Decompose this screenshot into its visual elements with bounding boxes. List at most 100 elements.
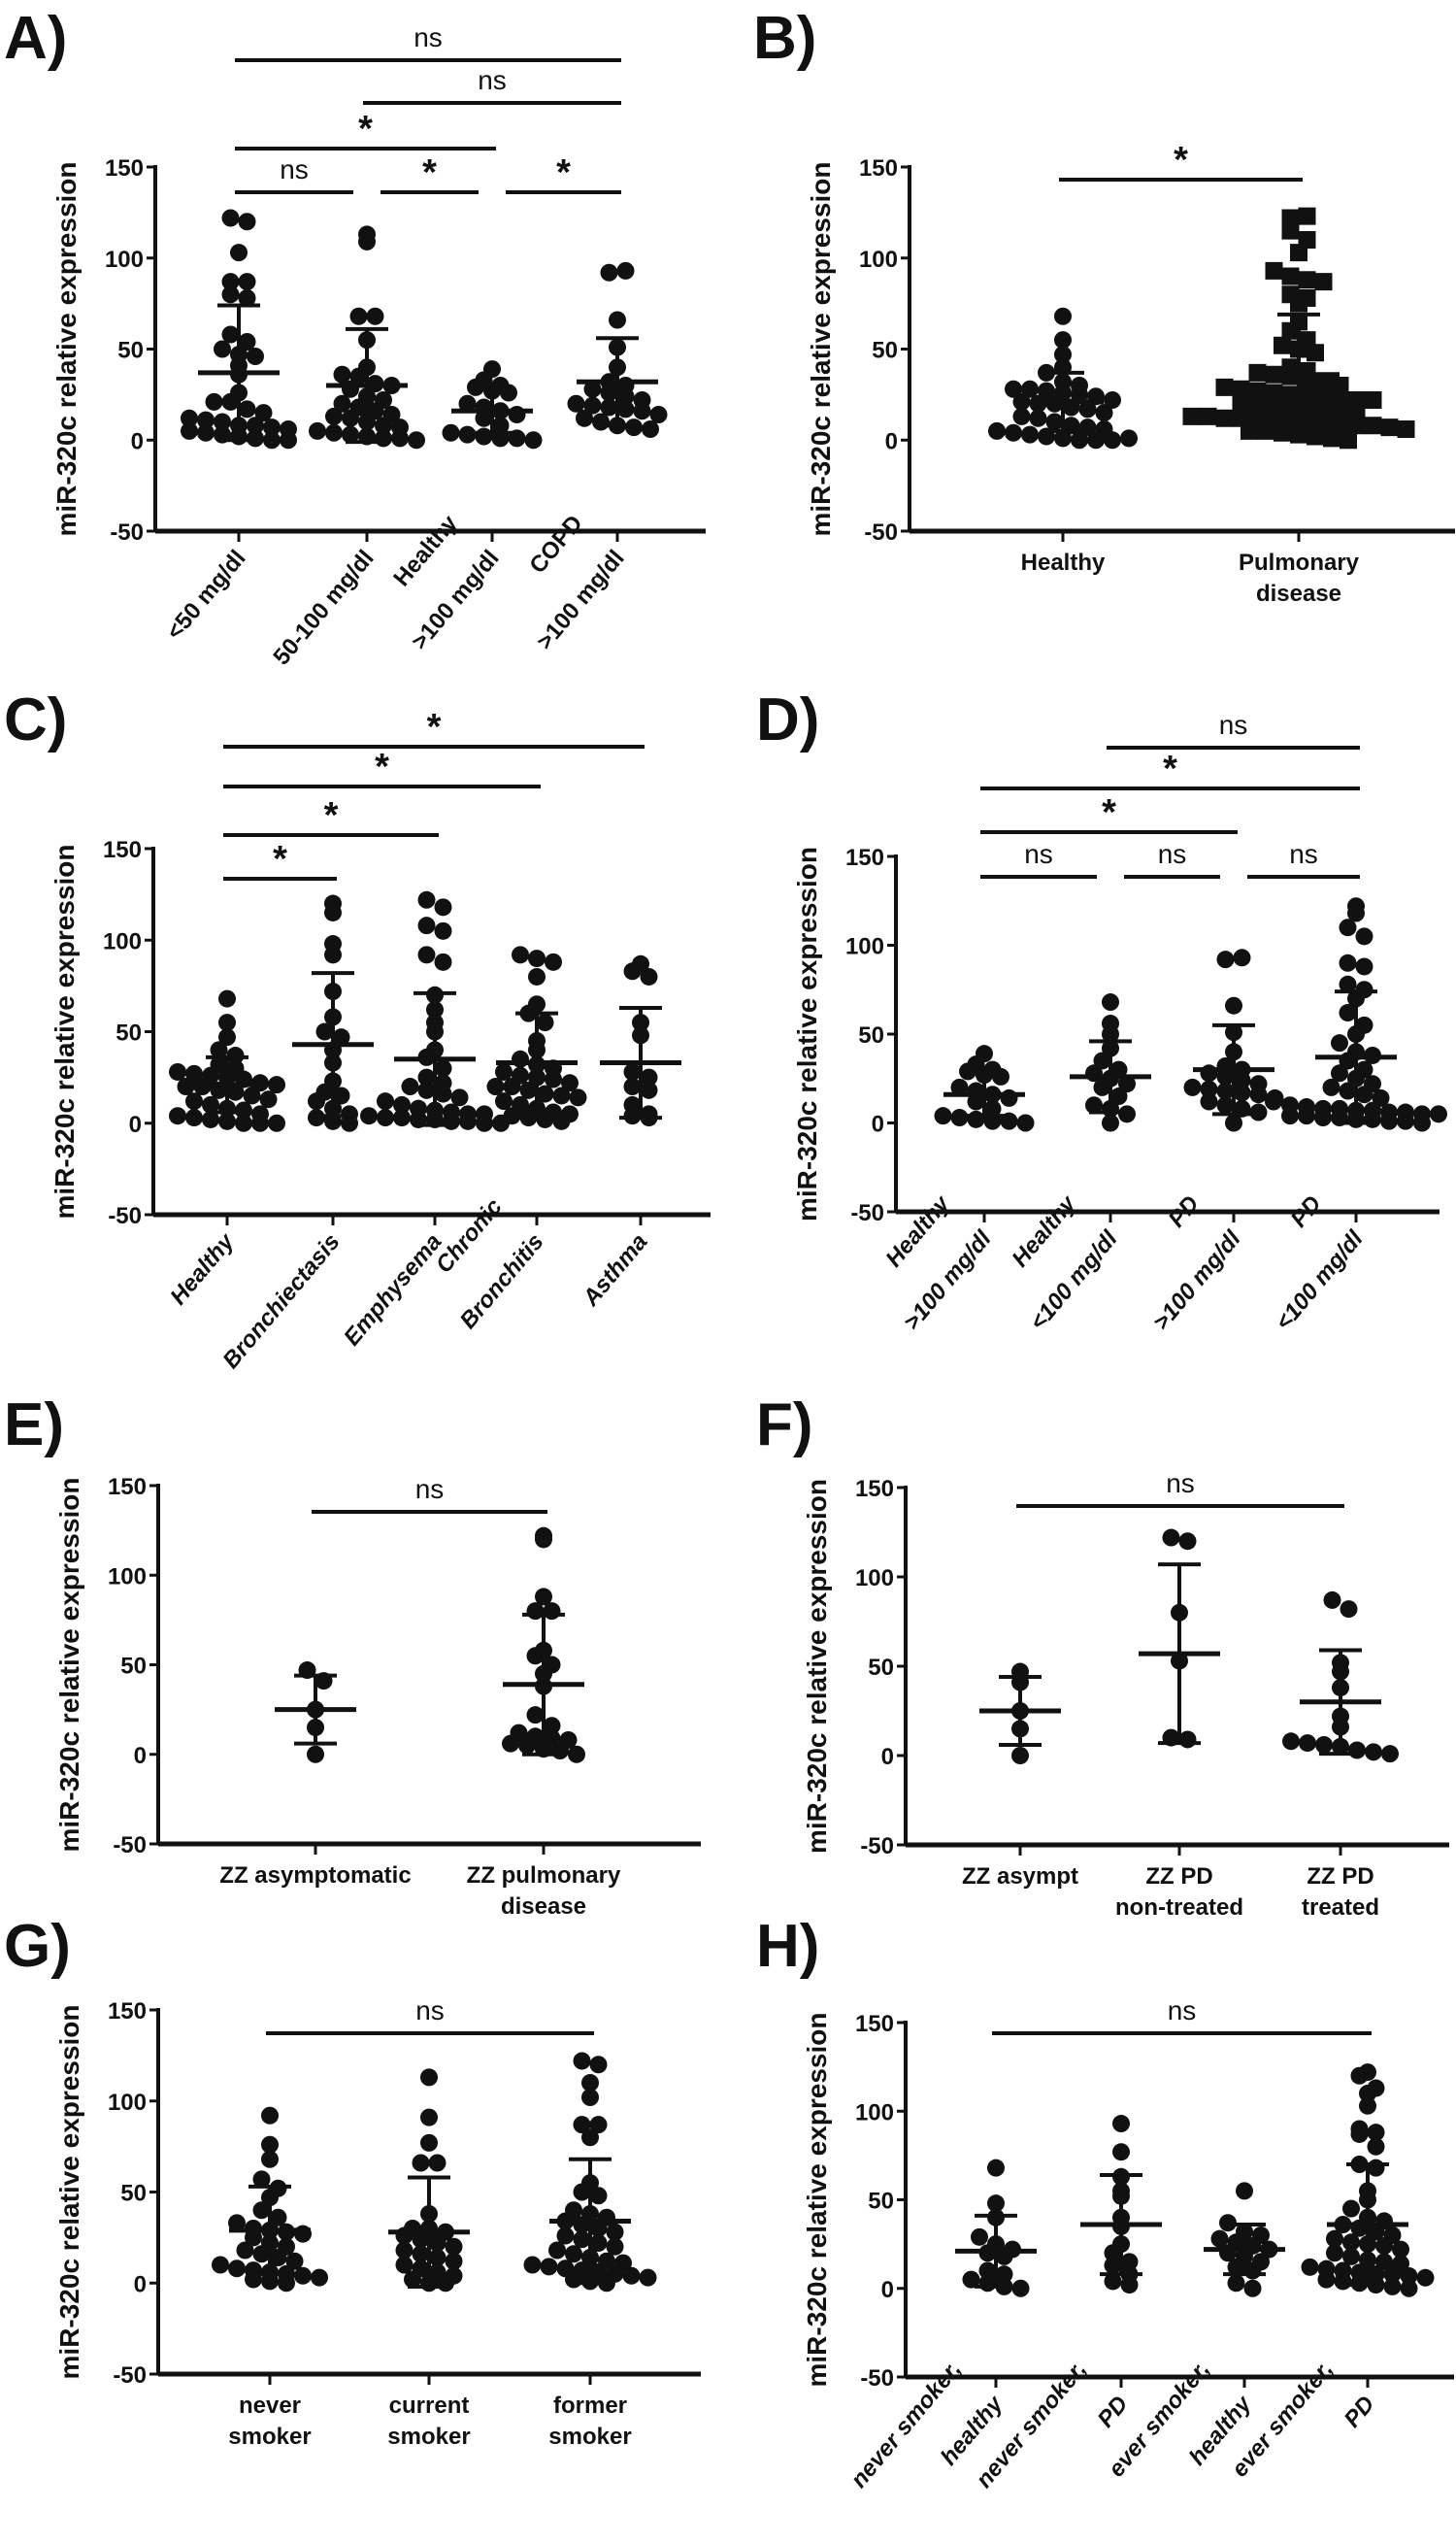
y-tick-label: 150	[855, 1476, 894, 1502]
significance-label: ns	[414, 22, 443, 52]
data-point	[1216, 1067, 1235, 1086]
data-point	[567, 394, 585, 413]
data-point	[589, 2234, 608, 2252]
panel-label: C)	[4, 686, 67, 753]
y-axis-title: miR-320c relative expression	[802, 1479, 832, 1854]
data-point	[261, 2106, 279, 2125]
data-point	[1400, 2279, 1418, 2297]
data-point	[526, 1602, 545, 1621]
data-point	[581, 2074, 599, 2092]
data-point	[1248, 394, 1267, 413]
x-tick-label: Pulmonary disease	[1239, 550, 1360, 607]
data-point	[434, 1085, 452, 1103]
data-point	[261, 2135, 279, 2154]
data-point	[434, 921, 452, 940]
data-point	[1339, 1082, 1357, 1100]
data-point	[212, 2256, 229, 2274]
data-point	[1367, 2137, 1385, 2156]
data-point	[1347, 391, 1366, 409]
data-point	[1200, 1092, 1218, 1111]
data-point	[268, 1076, 285, 1094]
y-tick-label: 150	[859, 155, 898, 182]
data-point	[1249, 1086, 1268, 1104]
data-point	[475, 427, 493, 446]
data-point	[1342, 2199, 1360, 2218]
data-point	[545, 1070, 562, 1088]
data-point	[1215, 378, 1234, 396]
data-point	[221, 325, 240, 344]
data-point	[512, 946, 529, 964]
y-tick-label: 0	[134, 2271, 147, 2297]
x-tick-label: ever smoker,PD	[1227, 2357, 1380, 2518]
x-tick-label-line: <50 mg/dl	[161, 546, 250, 646]
data-point	[1104, 391, 1121, 409]
data-point	[458, 425, 477, 444]
x-tick-label-line: Healthy	[880, 1189, 955, 1272]
significance-label: ns	[478, 65, 507, 95]
x-tick-label-line: Chronic	[431, 1194, 508, 1279]
data-point	[639, 2268, 657, 2287]
data-point	[950, 1078, 969, 1096]
y-tick-label: 150	[845, 845, 884, 871]
data-point	[428, 2234, 447, 2252]
data-point	[561, 1074, 579, 1092]
data-point	[600, 384, 618, 402]
data-point	[486, 1078, 505, 1096]
data-point	[967, 1110, 985, 1128]
data-point	[528, 967, 546, 986]
data-point	[309, 421, 326, 440]
x-tick-label: never smoker	[228, 2393, 311, 2450]
y-tick-label: 100	[105, 247, 144, 273]
data-point	[1381, 1745, 1399, 1763]
data-point	[251, 1114, 269, 1132]
data-point	[1054, 307, 1072, 325]
data-point	[412, 2230, 430, 2249]
data-point	[395, 2241, 414, 2259]
data-point	[476, 1114, 493, 1132]
x-tick-label-line: disease	[501, 1893, 586, 1920]
significance-label: *	[358, 109, 373, 150]
data-point	[1380, 418, 1399, 437]
data-point	[583, 396, 602, 415]
data-point	[545, 953, 562, 971]
data-point	[333, 394, 351, 413]
data-point	[1215, 409, 1234, 427]
y-tick-label: -50	[113, 2362, 147, 2389]
data-point	[1104, 2257, 1122, 2275]
data-point	[1012, 407, 1031, 425]
x-tick-label-line: ZZ PD	[1307, 1863, 1373, 1890]
data-point	[1323, 429, 1340, 448]
data-point	[1281, 1107, 1299, 1125]
y-tick-label: 0	[131, 428, 144, 454]
x-tick-label-line: disease	[1256, 581, 1341, 607]
data-point	[640, 967, 658, 986]
data-point	[408, 431, 425, 450]
data-point	[1012, 392, 1031, 411]
significance-label: *	[422, 152, 437, 193]
data-point	[307, 1745, 324, 1763]
data-point	[1315, 1735, 1333, 1754]
y-tick-label: -50	[850, 1200, 884, 1226]
data-point	[238, 289, 256, 307]
x-tick-label: 50-100 mg/dl	[268, 546, 379, 671]
data-point	[1364, 417, 1382, 435]
data-point	[1323, 1590, 1341, 1609]
x-tick-label-line: ZZ asympt	[962, 1863, 1078, 1890]
y-tick-label: 50	[116, 1021, 142, 1047]
data-point	[1397, 1112, 1414, 1130]
data-point	[294, 2266, 312, 2285]
data-point	[1183, 1078, 1202, 1096]
panel-a: A) -50 0 50 100 150 miR-320c relative expressi…	[4, 5, 706, 670]
data-point	[640, 1081, 658, 1099]
data-point	[1290, 294, 1307, 313]
x-tick-label: ZZ PD treated	[1302, 1863, 1379, 1921]
data-point	[261, 2150, 279, 2168]
data-point	[181, 421, 198, 440]
data-point	[1233, 1071, 1251, 1089]
data-point	[420, 2108, 438, 2126]
x-tick-label-line: Healthy	[1007, 1189, 1081, 1272]
data-point	[502, 1734, 519, 1753]
data-point	[342, 409, 359, 427]
x-tick-label: Asthma	[578, 1229, 653, 1313]
data-point	[185, 1064, 203, 1083]
